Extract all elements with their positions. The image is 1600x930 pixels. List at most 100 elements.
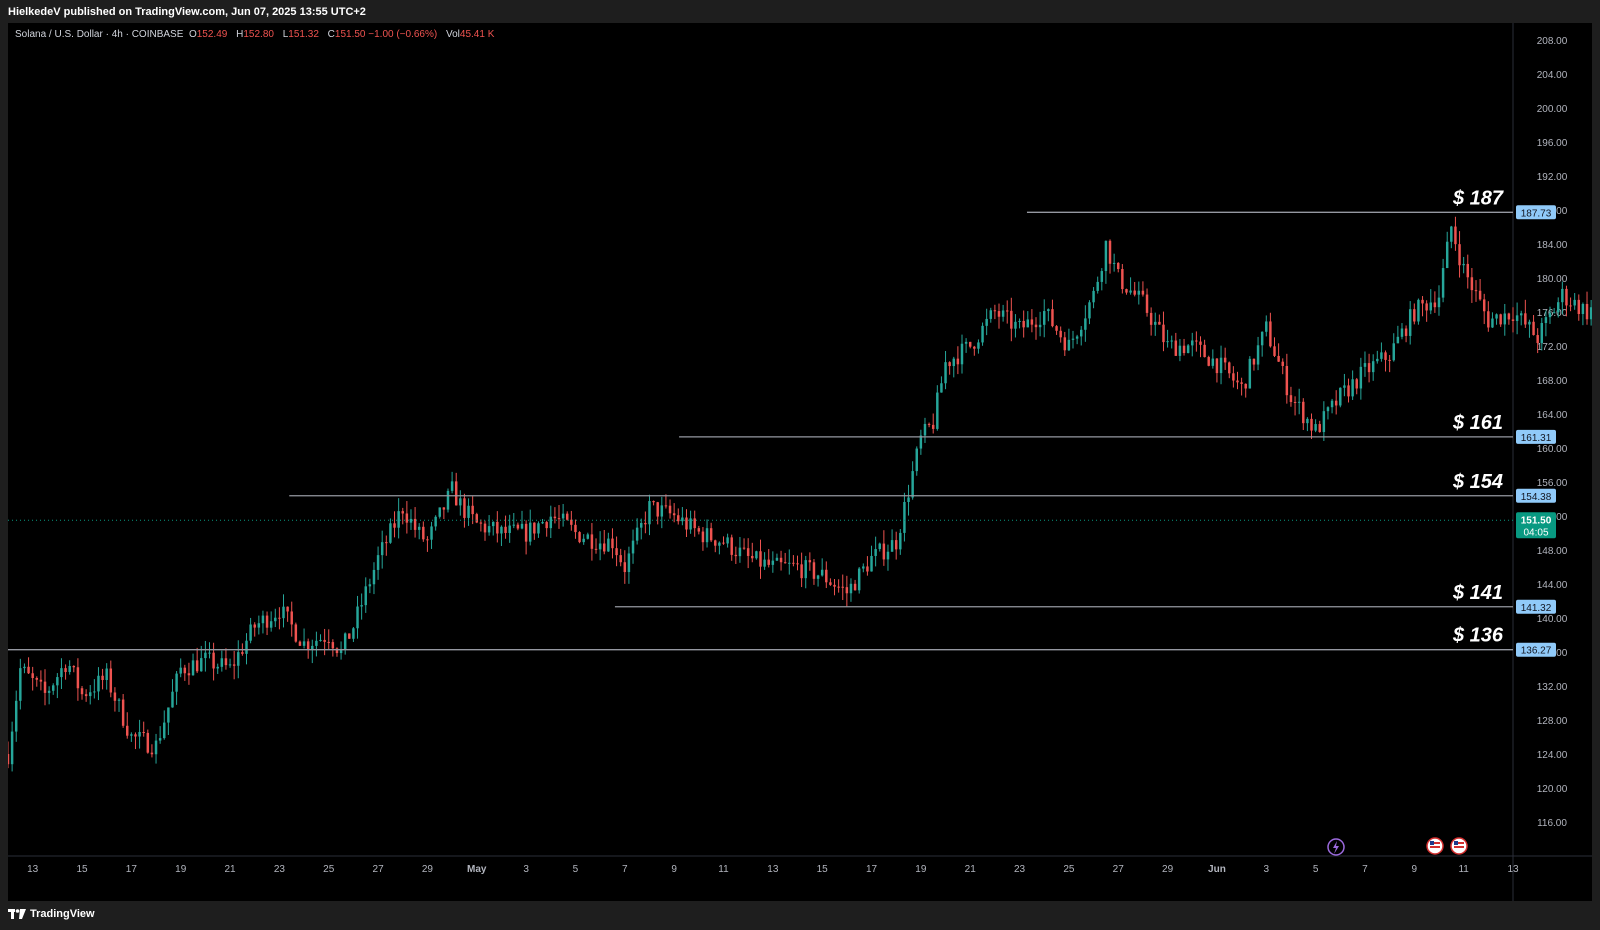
y-tick-label: 180.00: [1537, 274, 1568, 285]
x-tick-label: 23: [274, 864, 286, 875]
candle-body: [1343, 385, 1346, 388]
candle-body: [1125, 289, 1128, 293]
candle-body: [200, 658, 203, 672]
candle-body: [878, 543, 881, 550]
price-chart[interactable]: 116.00120.00124.00128.00132.00136.00140.…: [8, 23, 1592, 901]
high-value: 152.80: [243, 29, 274, 40]
symbol-name[interactable]: Solana / U.S. Dollar · 4h · COINBASE: [15, 29, 184, 40]
candle-body: [1034, 324, 1038, 328]
candle-body: [1001, 310, 1005, 317]
candle-body: [1441, 268, 1445, 298]
candle-body: [1503, 313, 1507, 325]
y-tick-label: 148.00: [1537, 546, 1568, 557]
candle-body: [475, 514, 479, 523]
candle-body: [356, 606, 359, 629]
candle-body: [483, 523, 487, 533]
candle-body: [450, 481, 454, 491]
candle-body: [1149, 312, 1153, 325]
x-tick-label: 13: [767, 864, 779, 875]
candle-body: [1339, 387, 1342, 406]
candle-body: [130, 734, 133, 736]
chart-panel[interactable]: 116.00120.00124.00128.00132.00136.00140.…: [8, 23, 1592, 901]
candle-body: [1392, 343, 1395, 361]
candle-body: [923, 423, 927, 436]
candle-body: [1199, 341, 1202, 345]
candle-body: [911, 471, 914, 498]
candle-body: [438, 507, 441, 517]
candle-body: [705, 528, 709, 543]
candle-body: [1544, 317, 1548, 323]
candle-body: [1347, 385, 1350, 397]
candle-body: [701, 531, 705, 543]
x-tick-label: 15: [817, 864, 829, 875]
candle-body: [792, 562, 795, 564]
candle-body: [779, 557, 783, 563]
candle-body: [734, 554, 738, 557]
candle-body: [278, 617, 281, 619]
us-flag-stripe-icon: [1430, 842, 1440, 844]
candle-body: [1084, 318, 1087, 330]
candle-body: [627, 553, 631, 573]
open-value: 152.49: [196, 29, 228, 40]
candle-body: [154, 740, 158, 755]
level-label: $ 187: [1452, 187, 1504, 209]
candle-body: [598, 543, 602, 550]
candle-body: [1141, 290, 1145, 295]
candle-body: [631, 540, 635, 554]
candle-body: [590, 534, 594, 549]
candle-body: [940, 383, 943, 393]
candle-body: [1359, 366, 1363, 389]
candle-body: [1491, 318, 1494, 328]
x-tick-label: 9: [1412, 864, 1418, 875]
y-tick-label: 160.00: [1537, 444, 1568, 455]
candle-body: [212, 652, 215, 669]
candle-body: [1297, 401, 1301, 403]
y-tick-label: 192.00: [1537, 172, 1568, 183]
candle-body: [1322, 411, 1326, 433]
x-tick-label: 7: [1362, 864, 1368, 875]
candle-body: [487, 526, 491, 533]
candle-body: [339, 649, 343, 654]
candle-body: [915, 448, 918, 472]
candle-body: [1528, 321, 1531, 325]
candle-body: [697, 528, 701, 532]
candle-body: [1170, 340, 1173, 342]
candle-body: [681, 517, 684, 522]
candle-body: [874, 549, 877, 556]
candle-body: [1092, 290, 1095, 303]
candle-body: [1129, 290, 1132, 293]
footer-brand[interactable]: TradingView: [8, 908, 95, 920]
candle-body: [1458, 244, 1461, 266]
candle-body: [524, 523, 528, 542]
candle-body: [60, 668, 63, 678]
candle-body: [1088, 302, 1091, 319]
candle-body: [894, 540, 898, 550]
candle-body: [1207, 357, 1210, 366]
candle-body: [1244, 383, 1247, 389]
y-tick-label: 200.00: [1537, 104, 1568, 115]
candle-body: [570, 519, 573, 525]
x-tick-label: 29: [1162, 864, 1174, 875]
candle-body: [446, 490, 450, 510]
candle-body: [327, 641, 330, 643]
candle-body: [1306, 418, 1309, 424]
close-label: C: [327, 29, 335, 40]
candle-body: [89, 692, 92, 697]
lightning-bolt-icon: [1333, 841, 1339, 854]
candle-body: [1038, 324, 1042, 328]
candle-body: [771, 560, 775, 565]
candle-body: [603, 543, 606, 552]
candle-body: [1063, 337, 1067, 351]
candle-body: [1186, 345, 1190, 354]
candle-body: [31, 673, 34, 678]
candle-body: [1174, 340, 1178, 356]
candle-body: [1577, 299, 1581, 314]
candle-body: [47, 690, 51, 693]
candle-body: [553, 516, 557, 519]
candle-body: [1462, 263, 1465, 266]
candle-body: [528, 522, 532, 542]
candle-body: [84, 694, 88, 697]
candle-body: [845, 587, 849, 594]
candle-body: [1075, 336, 1079, 339]
candle-body: [796, 563, 799, 565]
